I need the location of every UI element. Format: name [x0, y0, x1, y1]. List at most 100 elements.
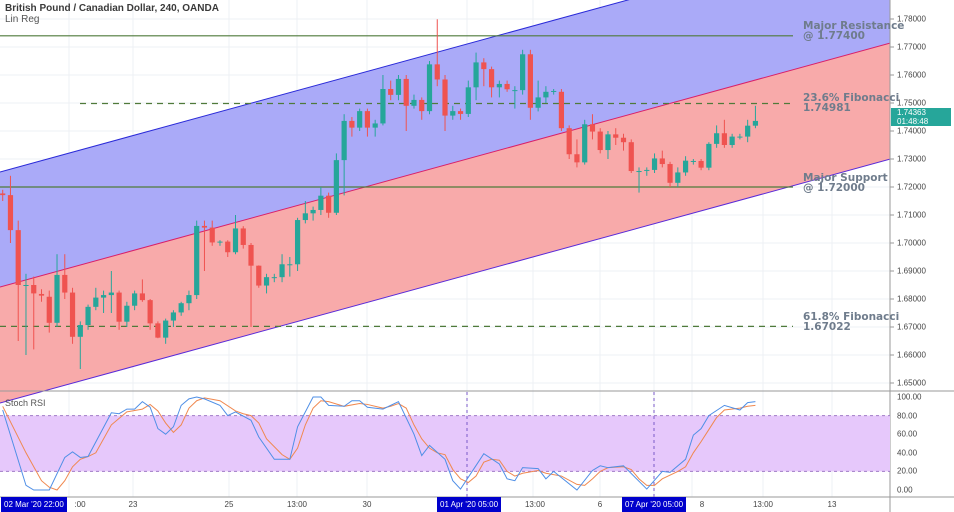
- candle-body: [194, 225, 200, 296]
- candle-body: [620, 137, 627, 143]
- price-tick: 1.76000: [897, 70, 926, 80]
- candle-body: [333, 160, 339, 213]
- candle-body: [411, 99, 417, 106]
- candle-body: [659, 158, 665, 165]
- candle-body: [597, 131, 603, 151]
- study-label-stoch-rsi[interactable]: Stoch RSI: [5, 398, 46, 408]
- time-tick: 13:00: [524, 500, 546, 509]
- price-tick: 1.75000: [897, 98, 926, 108]
- candle-body: [628, 142, 634, 172]
- candle-body: [31, 285, 37, 294]
- stoch-tick: 80.00: [897, 411, 918, 421]
- candle-body: [318, 195, 324, 210]
- stoch-tick: 100.00: [897, 392, 922, 402]
- candle-body: [186, 295, 192, 304]
- candle-body: [77, 325, 83, 337]
- price-tick: 1.68000: [897, 294, 926, 304]
- candle-body: [481, 62, 487, 70]
- price-tick: 1.72000: [897, 182, 926, 192]
- candle-body: [248, 244, 254, 266]
- candle-body: [147, 300, 153, 324]
- candle-body: [675, 172, 681, 183]
- candle-body: [721, 133, 727, 145]
- candle-body: [240, 228, 246, 245]
- last-price-label: 1.74363: [891, 108, 951, 117]
- candle-body: [426, 64, 433, 112]
- time-tick: 13: [827, 500, 837, 509]
- candle-body: [372, 123, 378, 128]
- candle-body: [729, 136, 735, 145]
- candle-body: [380, 89, 386, 124]
- candle-body: [287, 264, 293, 266]
- candle-body: [54, 274, 60, 323]
- time-tick: 25: [224, 500, 234, 509]
- stoch-k-line: [2, 396, 756, 491]
- candle-body: [551, 90, 557, 92]
- candle-body: [232, 228, 239, 253]
- candle-body: [124, 305, 130, 322]
- candle-body: [520, 54, 526, 91]
- price-tick: 1.74000: [897, 126, 926, 136]
- candle-body: [132, 293, 138, 306]
- candle-body: [263, 277, 270, 286]
- candle-body: [527, 54, 533, 108]
- candle-body: [582, 124, 588, 163]
- candle-body: [209, 227, 215, 243]
- candle-body: [326, 195, 332, 213]
- study-label-lin-reg[interactable]: Lin Reg: [5, 14, 40, 25]
- candle-body: [442, 79, 448, 116]
- candle-body: [364, 111, 371, 128]
- candle-body: [310, 209, 316, 214]
- candle-body: [504, 83, 510, 90]
- candle-body: [108, 292, 114, 296]
- regression-lower-line: [0, 158, 891, 404]
- candle-body: [434, 64, 440, 80]
- candle-body: [690, 160, 696, 162]
- regression-upper-line: [0, 0, 630, 173]
- candle-body: [651, 158, 658, 170]
- candle-body: [62, 274, 68, 293]
- candle-body: [457, 111, 464, 114]
- candle-body: [15, 230, 21, 285]
- stoch-d-line: [2, 397, 756, 491]
- time-tick: 13:00: [752, 500, 774, 509]
- candle-body: [636, 171, 642, 173]
- candle-body: [155, 323, 161, 338]
- time-highlight-crosshair-2: 07 Apr '20 05:00: [622, 497, 687, 512]
- time-tick: 13:00: [286, 500, 308, 509]
- bar-countdown: 01:48:48: [891, 117, 951, 126]
- candle-body: [644, 169, 650, 171]
- candle-body: [465, 87, 471, 114]
- candle-body: [512, 90, 518, 92]
- candle-body: [745, 125, 751, 137]
- symbol-title: British Pound / Canadian Dollar, 240, OA…: [5, 3, 219, 14]
- time-tick: :00: [74, 500, 86, 509]
- annotation-major-support: Major Support @ 1.72000: [803, 172, 888, 194]
- annotation-major-resistance: Major Resistance @ 1.77400: [803, 20, 905, 42]
- stoch-tick: 40.00: [897, 448, 918, 458]
- time-highlight-crosshair-1: 01 Apr '20 05:00: [437, 497, 502, 512]
- candle-body: [116, 292, 122, 322]
- candle-body: [85, 306, 91, 326]
- candle-body: [543, 91, 549, 98]
- candle-body: [473, 62, 479, 88]
- candle-body: [7, 195, 14, 231]
- candle-body: [589, 124, 596, 132]
- candle-body: [294, 220, 301, 265]
- regression-channel-upper-fill: [0, 0, 890, 287]
- candle-body: [558, 91, 565, 129]
- candle-body: [100, 295, 107, 298]
- time-tick: 23: [128, 500, 138, 509]
- candle-body: [574, 154, 580, 163]
- candle-body: [38, 293, 45, 296]
- price-tick: 1.67000: [897, 322, 926, 332]
- candle-body: [302, 213, 308, 221]
- candle-body: [23, 285, 29, 286]
- stoch-tick: 20.00: [897, 466, 918, 476]
- candle-body: [217, 241, 223, 243]
- regression-channel-lower-fill: [0, 43, 890, 403]
- price-tick: 1.69000: [897, 266, 926, 276]
- candle-body: [341, 120, 347, 161]
- candle-body: [698, 160, 704, 168]
